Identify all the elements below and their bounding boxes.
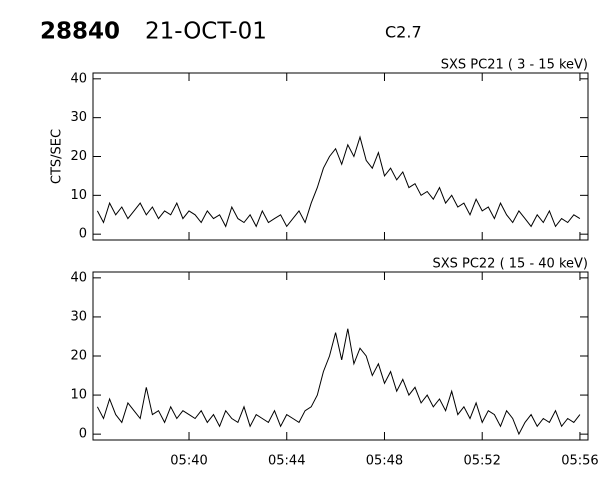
y-tick-label: 20 xyxy=(70,349,87,364)
flare-class: C2.7 xyxy=(385,23,422,42)
y-tick-label: 30 xyxy=(70,110,87,125)
y-tick-label: 10 xyxy=(70,188,87,203)
x-tick-label: 05:40 xyxy=(170,454,207,469)
data-line xyxy=(96,328,581,436)
y-tick-label: 0 xyxy=(79,227,87,242)
plot-frame xyxy=(92,72,589,241)
x-tick-label: 05:48 xyxy=(366,454,403,469)
x-tick-label: 05:56 xyxy=(561,454,598,469)
data-line xyxy=(96,135,581,228)
y-tick-label: 0 xyxy=(79,427,87,442)
x-tick-label: 05:44 xyxy=(268,454,305,469)
y-tick-label: 10 xyxy=(70,388,87,403)
panel-title: SXS PC22 ( 15 - 40 keV) xyxy=(432,257,588,272)
y-axis-label: CTS/SEC xyxy=(50,129,65,184)
event-id: 28840 xyxy=(40,19,120,45)
y-tick-label: 30 xyxy=(70,309,87,324)
y-tick-label: 40 xyxy=(70,270,87,285)
panel-title: SXS PC21 ( 3 - 15 keV) xyxy=(441,58,588,73)
x-tick-label: 05:52 xyxy=(463,454,500,469)
event-date: 21-OCT-01 xyxy=(145,19,267,45)
y-tick-label: 40 xyxy=(70,71,87,86)
y-tick-label: 20 xyxy=(70,149,87,164)
